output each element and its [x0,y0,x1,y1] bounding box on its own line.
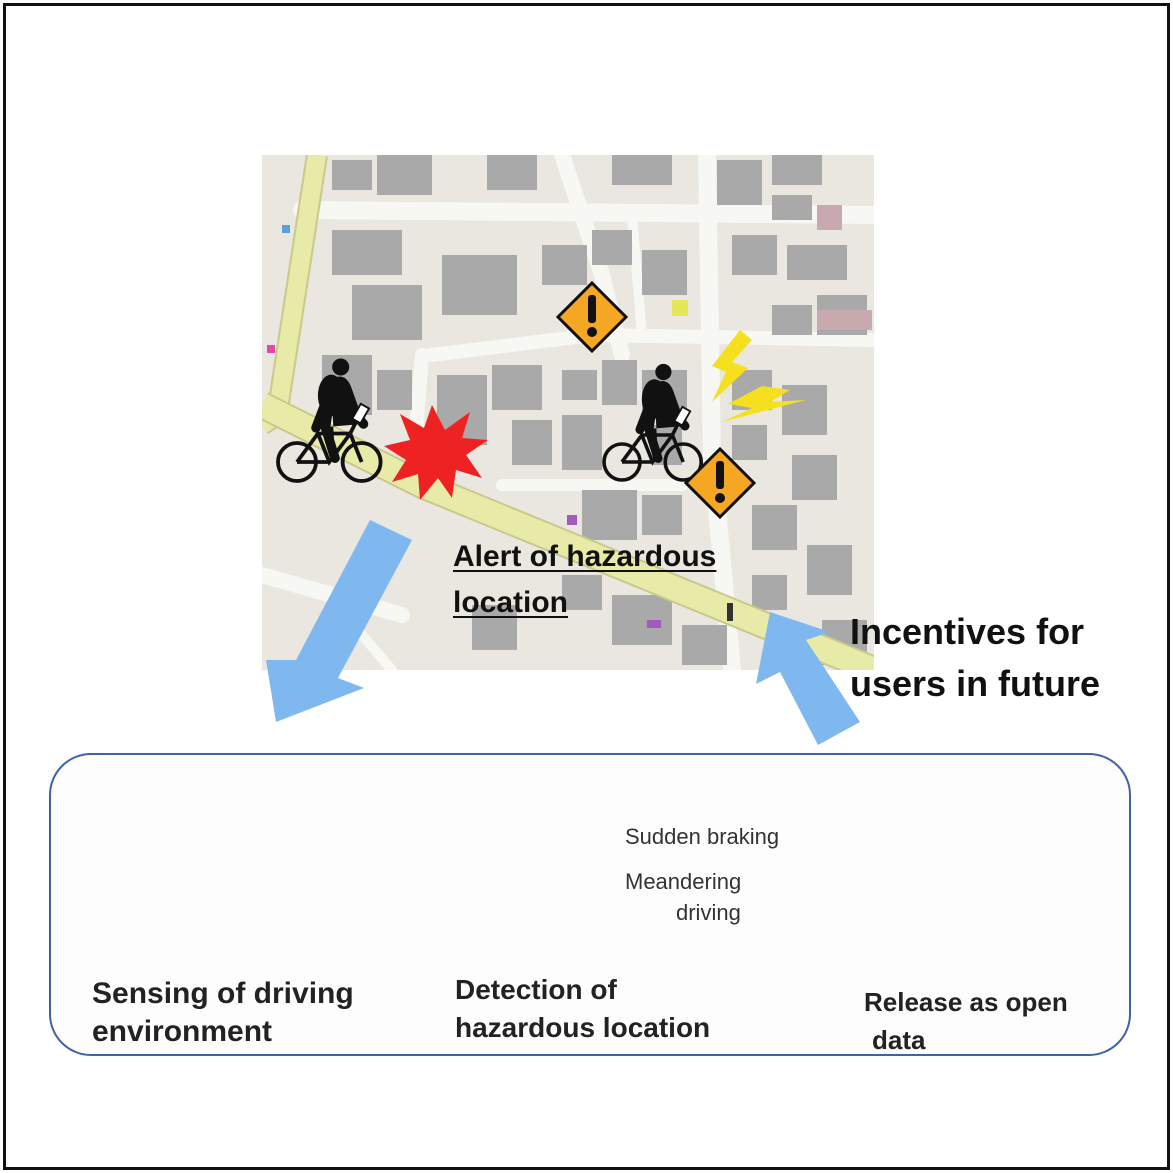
lightning-icon-1 [712,330,752,402]
step-detection-line1: Detection of [455,974,617,1005]
process-flow-box [49,753,1131,1056]
arrow-up-right [756,612,860,745]
criterion-meandering-line1: Meandering [625,869,742,894]
step-sensing-line2: environment [92,1015,273,1048]
criterion-meandering-line2: driving [676,900,741,925]
step-sensing-label: Sensing of driving environment [92,975,354,1051]
incentives-label: Incentives for users in future [850,606,1100,710]
criterion-sudden-braking: Sudden braking [625,824,779,850]
incentives-line2: users in future [850,663,1101,704]
warning-sign-icon-top [556,281,628,353]
criterion-meandering: Meandering [625,869,741,895]
alert-label: Alert of hazardous location [453,534,716,626]
arrow-down-left [266,520,412,722]
lightning-icon-2 [722,386,806,422]
alert-label-line2: location [453,586,569,619]
map-symbols [267,225,733,628]
building-accents [817,205,872,330]
alert-label-line1: Alert of hazardous [453,540,717,573]
step-sensing-line1: Sensing of driving [92,977,354,1010]
criterion-sudden-braking-text: Sudden braking [625,824,780,849]
step-detection-label: Detection of hazardous location [455,971,710,1047]
step-release-line2: data [872,1025,926,1055]
warning-sign-icon-bottom [684,447,756,519]
collision-burst-icon [384,405,488,500]
figure-frame [3,3,1170,1170]
cyclist-icon-left [278,358,381,481]
incentives-line1: Incentives for [850,611,1085,652]
step-release-line1: Release as open [864,987,1068,1017]
cyclist-icon-right [604,364,701,480]
step-release-label: Release as open data [864,983,1068,1059]
criterion-meandering-cont: driving [676,900,741,926]
step-detection-line2: hazardous location [455,1012,711,1043]
